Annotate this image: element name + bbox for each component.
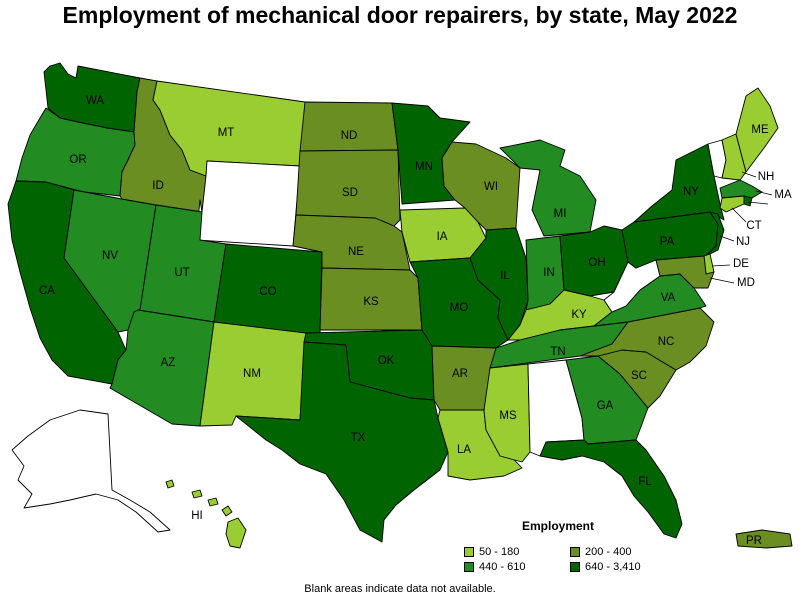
- label-fl: FL: [638, 476, 652, 488]
- label-mo: MO: [450, 302, 469, 314]
- legend-label-1: 50 - 180: [479, 546, 520, 558]
- label-ia: IA: [437, 231, 448, 243]
- label-wi: WI: [484, 181, 498, 193]
- leader-ct: [731, 207, 747, 223]
- label-mn: MN: [415, 161, 433, 173]
- legend-title: Employment: [522, 519, 595, 533]
- label-nh: NH: [758, 171, 775, 183]
- label-mi: MI: [554, 208, 567, 220]
- state-me[interactable]: [735, 87, 779, 173]
- label-in: IN: [543, 267, 555, 279]
- label-de: DE: [733, 258, 749, 270]
- label-md: MD: [737, 277, 755, 289]
- label-co: CO: [259, 286, 276, 298]
- label-sc: SC: [631, 370, 647, 382]
- label-nm: NM: [243, 368, 261, 380]
- label-ga: GA: [597, 400, 614, 412]
- state-pr[interactable]: [735, 529, 793, 549]
- label-il: IL: [500, 270, 510, 282]
- state-md[interactable]: [655, 255, 715, 289]
- state-ct[interactable]: [719, 195, 745, 213]
- label-id: ID: [152, 180, 164, 192]
- leader-nj: [719, 235, 735, 242]
- state-ma[interactable]: [719, 179, 763, 199]
- map-title: Employment of mechanical door repairers,…: [62, 2, 738, 28]
- legend-label-4: 640 - 3,410: [585, 561, 641, 573]
- label-wa: WA: [86, 95, 104, 107]
- label-me: ME: [751, 124, 769, 136]
- state-il[interactable]: [469, 227, 529, 341]
- label-hi: HI: [191, 510, 203, 522]
- legend-label-3: 440 - 610: [479, 561, 526, 573]
- label-la: LA: [457, 444, 471, 456]
- label-oh: OH: [588, 257, 605, 269]
- state-mi[interactable]: [499, 139, 597, 237]
- legend-swatch-3: [464, 562, 474, 572]
- label-ok: OK: [378, 355, 395, 367]
- legend-swatch-1: [464, 547, 474, 557]
- leader-de: [711, 264, 731, 267]
- legend-swatch-2: [570, 547, 580, 557]
- state-wi[interactable]: [441, 141, 521, 231]
- label-nd: ND: [341, 130, 358, 142]
- state-fl[interactable]: [539, 439, 683, 539]
- leader-nh: [741, 171, 757, 178]
- label-ut: UT: [174, 267, 189, 279]
- label-ar: AR: [452, 368, 468, 380]
- label-sd: SD: [342, 187, 358, 199]
- leader-ma: [755, 190, 773, 196]
- label-nc: NC: [658, 336, 675, 348]
- footnote: Blank areas indicate data not available.: [304, 583, 496, 595]
- legend-swatch-4: [570, 562, 580, 572]
- legend: Employment 50 - 180 200 - 400 440 - 610 …: [464, 518, 664, 578]
- label-ct: CT: [746, 220, 761, 232]
- label-pr: PR: [746, 535, 762, 547]
- label-ma: MA: [774, 189, 792, 201]
- label-nv: NV: [102, 250, 118, 262]
- state-hi[interactable]: [165, 479, 247, 549]
- leader-md: [709, 277, 735, 284]
- state-ak[interactable]: [11, 409, 171, 533]
- label-pa: PA: [660, 236, 675, 248]
- label-ky: KY: [571, 309, 587, 321]
- label-ne: NE: [348, 246, 364, 258]
- label-ny: NY: [683, 186, 699, 198]
- state-wy[interactable]: [195, 160, 301, 247]
- label-ms: MS: [499, 410, 517, 422]
- label-tn: TN: [550, 346, 565, 358]
- state-ri[interactable]: [743, 195, 753, 207]
- label-mt: MT: [218, 127, 235, 139]
- state-nd[interactable]: [299, 101, 399, 152]
- leader-ri: [747, 201, 769, 205]
- label-ks: KS: [363, 296, 379, 308]
- state-tx[interactable]: [235, 341, 449, 543]
- label-va: VA: [661, 292, 676, 304]
- label-or: OR: [69, 154, 86, 166]
- label-nj: NJ: [736, 236, 750, 248]
- legend-label-2: 200 - 400: [585, 546, 632, 558]
- label-tx: TX: [351, 432, 366, 444]
- label-ca: CA: [39, 285, 55, 297]
- label-az: AZ: [161, 357, 176, 369]
